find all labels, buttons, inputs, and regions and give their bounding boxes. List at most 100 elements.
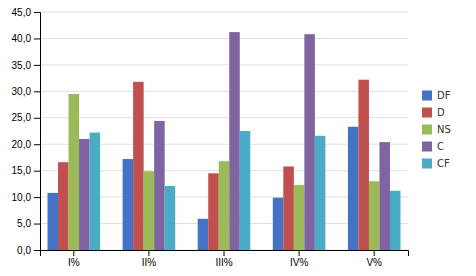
- bar: [358, 80, 369, 250]
- tick-mark: [34, 171, 40, 172]
- bar: [123, 159, 134, 250]
- tick: 30,0: [12, 86, 40, 97]
- legend-item: D: [422, 107, 445, 118]
- tick-mark: [374, 250, 375, 256]
- bar: [315, 136, 326, 250]
- tick: 5,0: [17, 218, 40, 229]
- tick-label: 20,0: [12, 139, 32, 150]
- bar: [379, 142, 390, 250]
- y-axis: 0,0 5,0 10,0 15,0 20,0 25,0 30,0 35,0 40,0 45,0: [12, 7, 41, 256]
- tick: I%: [68, 250, 80, 268]
- bar: [273, 198, 284, 250]
- grid-line: [40, 64, 408, 65]
- tick-label: 40,0: [12, 33, 32, 44]
- legend-item: DF: [422, 90, 451, 101]
- tick: II%: [142, 250, 157, 268]
- tick-mark: [73, 250, 74, 256]
- series: [79, 32, 390, 250]
- bar: [229, 32, 240, 250]
- legend-label: NS: [437, 124, 451, 135]
- axis-line: [41, 251, 409, 257]
- tick-label: IV%: [290, 257, 308, 268]
- legend-item: CF: [422, 158, 450, 169]
- bar: [165, 186, 176, 250]
- tick: 35,0: [12, 60, 40, 71]
- grid-line: [40, 91, 408, 92]
- tick-mark: [224, 250, 225, 256]
- plot: 0,0 5,0 10,0 15,0 20,0 25,0 30,0 35,0 40,0 45,0 I%…: [12, 7, 409, 268]
- tick-mark: [148, 250, 149, 256]
- bar: [144, 171, 155, 250]
- legend-swatch: [422, 125, 432, 135]
- tick-label: 35,0: [12, 60, 32, 71]
- tick-label: V%: [366, 257, 382, 268]
- tick: 25,0: [12, 112, 40, 123]
- tick-mark: [34, 197, 40, 198]
- bar: [240, 131, 251, 250]
- tick: 10,0: [12, 192, 40, 203]
- bar: [133, 82, 144, 250]
- tick-label: 30,0: [12, 86, 32, 97]
- legend-item: C: [422, 141, 444, 152]
- grid-line: [40, 117, 408, 118]
- tick-label: 15,0: [12, 165, 32, 176]
- bar: [219, 161, 230, 250]
- tick: 40,0: [12, 33, 40, 44]
- tick: 0,0: [17, 245, 40, 256]
- tick-mark: [34, 144, 40, 145]
- bar: [208, 173, 219, 250]
- bar: [154, 121, 165, 250]
- bar: [90, 133, 101, 250]
- tick-label: 10,0: [12, 192, 32, 203]
- grid-line: [40, 38, 408, 39]
- legend-swatch: [422, 159, 432, 169]
- bars: [48, 32, 401, 250]
- series: [90, 131, 401, 250]
- tick: IV%: [290, 250, 308, 268]
- bar: [348, 127, 359, 250]
- legend-label: CF: [437, 158, 450, 169]
- bar: [79, 139, 90, 250]
- legend-label: DF: [437, 90, 451, 101]
- series: [69, 94, 380, 250]
- tick-mark: [34, 65, 40, 66]
- legend-label: D: [437, 107, 445, 118]
- grid: [40, 12, 408, 250]
- tick-label: 25,0: [12, 112, 32, 123]
- tick-label: 5,0: [17, 218, 31, 229]
- bar: [198, 219, 209, 250]
- bar: [69, 94, 80, 250]
- tick-label: III%: [215, 257, 232, 268]
- bar: [304, 34, 315, 250]
- chart: 0,0 5,0 10,0 15,0 20,0 25,0 30,0 35,0 40,0 45,0 I%…: [0, 0, 476, 276]
- series: [58, 80, 369, 250]
- tick-mark: [34, 12, 40, 13]
- tick-mark: [34, 224, 40, 225]
- tick-label: 45,0: [12, 7, 32, 18]
- tick: 15,0: [12, 165, 40, 176]
- grid-line: [40, 12, 408, 13]
- bar: [283, 166, 294, 250]
- legend-item: NS: [422, 124, 451, 135]
- bar: [390, 191, 401, 250]
- bar: [48, 193, 59, 250]
- tick: III%: [215, 250, 232, 268]
- tick-label: 0,0: [17, 245, 31, 256]
- bar: [58, 162, 69, 250]
- tick-label: I%: [68, 257, 80, 268]
- x-axis: I% II% III% IV% V%: [41, 250, 409, 268]
- tick: V%: [366, 250, 382, 268]
- legend-swatch: [422, 142, 432, 152]
- tick-mark: [34, 38, 40, 39]
- tick-label: II%: [142, 257, 157, 268]
- legend-label: C: [437, 141, 444, 152]
- legend-swatch: [422, 108, 432, 118]
- bar: [294, 185, 305, 250]
- axis-line: [34, 13, 41, 251]
- tick: 20,0: [12, 139, 40, 150]
- legend: DF D NS C CF: [422, 90, 451, 169]
- bar: [369, 181, 380, 250]
- tick-mark: [34, 91, 40, 92]
- tick-mark: [34, 118, 40, 119]
- tick-mark: [34, 250, 40, 251]
